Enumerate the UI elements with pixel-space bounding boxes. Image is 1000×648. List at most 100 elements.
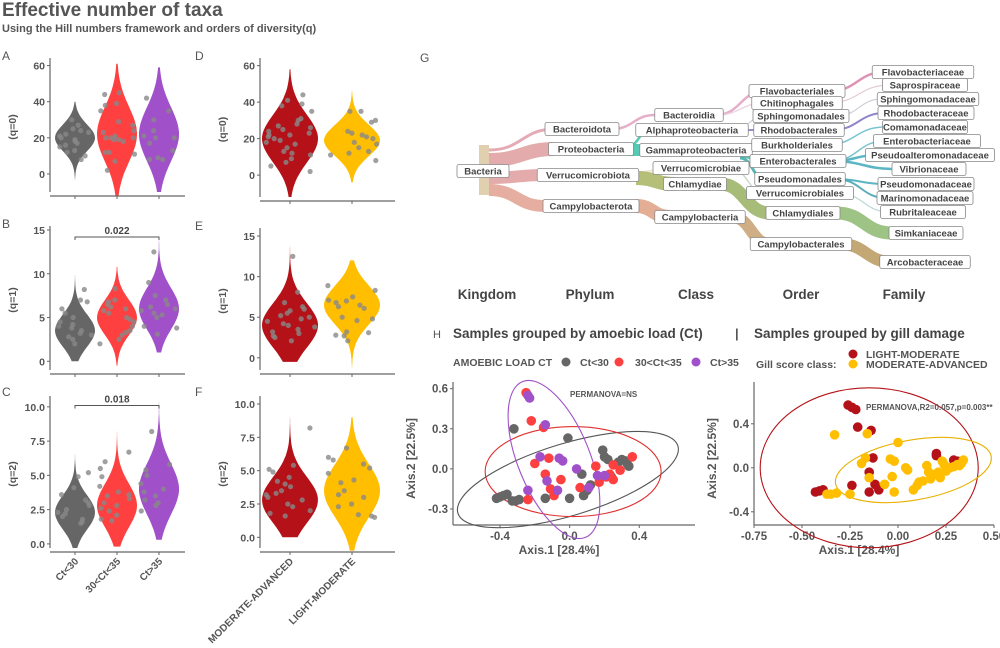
sankey-node-alphaproteobacteria[interactable]: Alphaproteobacteria (635, 123, 749, 137)
sankey-node-box (754, 172, 846, 186)
data-point (114, 502, 120, 509)
significance-pvalue: 0.022 (104, 226, 129, 237)
data-point (273, 490, 279, 496)
sankey-node-bacteroidia[interactable]: Bacteroidia (654, 108, 724, 122)
sankey-node-proteobacteria[interactable]: Proteobacteria (548, 142, 634, 156)
y-tick-label: 15 (243, 231, 255, 243)
data-point (131, 151, 138, 157)
significance-pvalue: 0.018 (104, 394, 129, 405)
sample-point (599, 470, 610, 481)
sankey-node-box (876, 92, 980, 106)
sankey-node-flavobacteriales[interactable]: Flavobacteriales (748, 84, 846, 98)
sankey-node-flavobacteriaceae[interactable]: Flavobacteriaceae (871, 65, 975, 79)
data-point (141, 133, 147, 139)
sankey-node-pseudomonadaceae[interactable]: Pseudomonadaceae (877, 177, 975, 191)
sankey-node-box (879, 255, 971, 269)
data-point (265, 134, 271, 140)
y-tick-label: 2.5 (30, 505, 45, 517)
data-point (266, 128, 272, 134)
sankey-node-box (548, 142, 634, 156)
sankey-node-burkholderiales[interactable]: Burkholderiales (751, 138, 843, 152)
data-point (369, 316, 376, 322)
sankey-node-verrucomicrobiae[interactable]: Verrucomicrobiae (652, 161, 750, 175)
sankey-node-chlamydiales[interactable]: Chlamydiales (765, 206, 841, 220)
x-axis-label: Axis.1 [28.4%] (819, 543, 900, 557)
data-point (106, 310, 112, 316)
sankey-node-enterobacterales[interactable]: Enterobacterales (749, 154, 847, 168)
y-tick-label: 40 (243, 97, 255, 109)
sankey-node-rhodobacteraceae[interactable]: Rhodobacteraceae (877, 106, 975, 120)
sankey-node-simkaniaceae[interactable]: Simkaniaceae (888, 226, 964, 240)
data-point (349, 501, 355, 507)
panel-label: E (195, 219, 203, 233)
data-point (81, 286, 87, 293)
data-point (296, 330, 302, 337)
data-point (57, 144, 63, 150)
data-point (62, 310, 68, 316)
data-point (147, 140, 153, 146)
data-point (307, 168, 313, 175)
data-point (372, 287, 378, 293)
sankey-node-label: Enterobacteriaceae (883, 137, 971, 148)
sankey-node-sphingomonadaceae[interactable]: Sphingomonadaceae (876, 92, 980, 106)
data-point (330, 457, 336, 463)
sankey-node-comamonadaceae[interactable]: Comamonadaceae (882, 120, 968, 134)
sankey-node-verrucomicrobiales[interactable]: Verrucomicrobiales (746, 186, 854, 200)
data-point (367, 465, 373, 471)
sankey-node-campylobacterota[interactable]: Campylobacterota (542, 199, 640, 213)
sankey-node-arcobacteraceae[interactable]: Arcobacteraceae (879, 255, 971, 269)
data-point (148, 304, 154, 310)
sankey-node-marinomonadaceae[interactable]: Marinomonadaceae (876, 191, 974, 205)
sankey-node-gammaproteobacteria[interactable]: Gammaproteobacteria (639, 143, 753, 157)
y-axis-label: (q=2) (7, 461, 19, 486)
data-point (166, 461, 173, 467)
sankey-node-campylobacteria[interactable]: Campylobacteria (654, 210, 746, 224)
violin-light-moderate (324, 417, 380, 551)
data-point (108, 304, 114, 310)
sankey-node-bacteria[interactable]: Bacteria (456, 164, 510, 178)
data-point (152, 135, 159, 141)
data-point (159, 312, 165, 318)
sankey-node-chitinophagales[interactable]: Chitinophagales (751, 96, 843, 110)
data-point (275, 123, 281, 129)
sankey-node-rhodobacterales[interactable]: Rhodobacterales (753, 123, 845, 137)
sankey-node-pseudomonadales[interactable]: Pseudomonadales (754, 172, 846, 186)
sankey-node-box (652, 161, 750, 175)
sample-point (851, 404, 861, 415)
sankey-node-campylobacterales[interactable]: Campylobacterales (749, 237, 853, 251)
sankey-node-label: Flavobacteriales (760, 87, 834, 98)
sankey-node-label: Gammaproteobacteria (646, 146, 748, 157)
sankey-node-verrucomicrobiota[interactable]: Verrucomicrobiota (536, 168, 640, 182)
sankey-node-box (746, 186, 854, 200)
sankey-node-saprospiraceae[interactable]: Saprospiraceae (882, 78, 968, 92)
data-point (306, 314, 312, 320)
y-axis-label: (q=1) (7, 287, 19, 312)
pcoa-right-plot: -0.75 -0.50 -0.25 0.00 0.25 0.50 -0.4 0.0 0.4 Axi… (705, 382, 1000, 557)
sankey-node-enterobacteriaceae[interactable]: Enterobacteriaceae (873, 134, 981, 148)
data-point (70, 126, 76, 132)
data-point (100, 129, 106, 135)
data-point (374, 141, 380, 147)
data-point (355, 512, 361, 518)
sample-point (592, 470, 603, 481)
sankey-node-vibrionaceae[interactable]: Vibrionaceae (891, 162, 967, 176)
data-point (56, 323, 62, 329)
sankey-node-rubritaleaceae[interactable]: Rubritaleaceae (880, 205, 966, 219)
sankey-node-chlamydiae[interactable]: Chlamydiae (663, 177, 727, 191)
sankey-node-sphingomonadales[interactable]: Sphingomonadales (752, 109, 850, 123)
sankey-node-bacteroidota[interactable]: Bacteroidota (544, 122, 620, 136)
legend-label: LIGHT-MODERATE (866, 349, 960, 361)
ellipse-ct-lt30 (456, 430, 679, 529)
data-point (123, 329, 129, 335)
y-tick-label: 0.0 (432, 464, 448, 476)
data-point (131, 128, 137, 134)
data-point (170, 147, 176, 154)
sample-point (523, 494, 533, 505)
x-tick-label: LIGHT-MODERATE (287, 556, 358, 627)
violin-ct-30 (55, 450, 95, 548)
legend-swatch (691, 357, 701, 367)
sankey-node-label: Sphingomonadaceae (880, 95, 976, 106)
sankey-node-pseudoalteromonadaceae[interactable]: Pseudoalteromonadaceae (865, 148, 995, 162)
sample-point (889, 456, 899, 467)
x-tick-label: 30<Ct<35 (84, 556, 124, 596)
